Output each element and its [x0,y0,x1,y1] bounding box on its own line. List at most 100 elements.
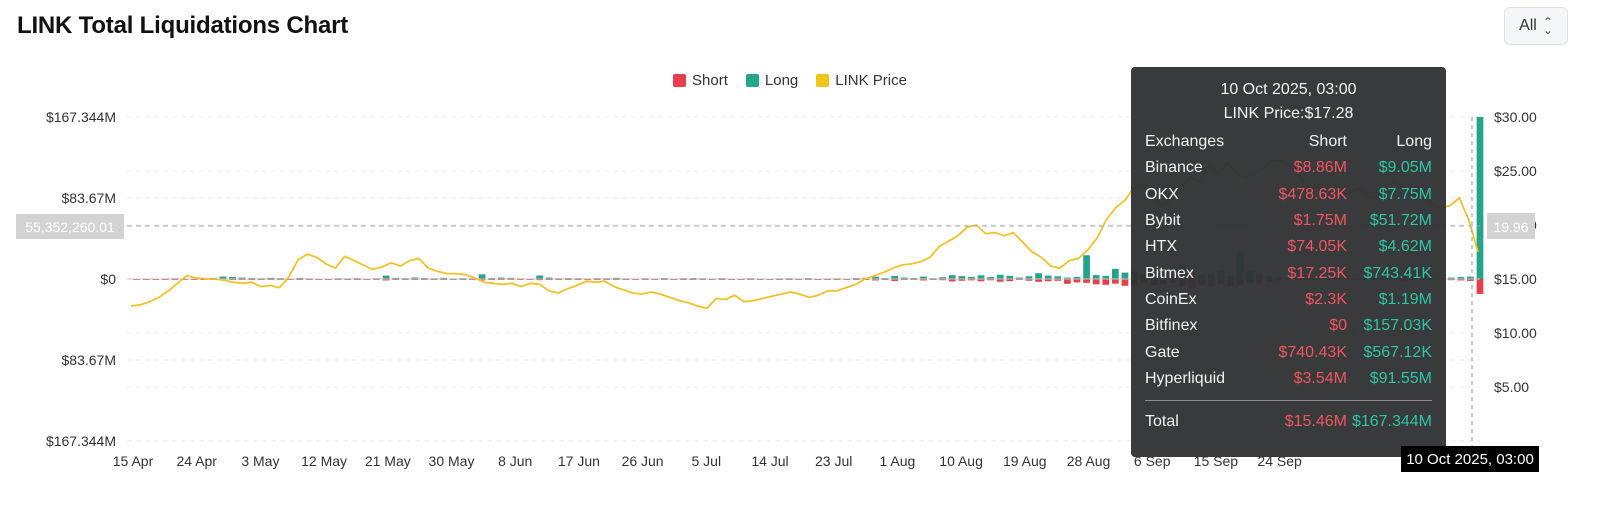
long-bar [1006,275,1014,279]
tooltip-exchange-name: Bybit [1145,212,1181,230]
tooltip-exchange-name: Binance [1145,159,1203,177]
x-axis-tick: 10 Aug [939,453,983,469]
x-axis-tick: 15 Sep [1194,453,1239,469]
short-bar [968,279,975,281]
tooltip-header-long: Long [1396,133,1432,151]
tooltip-row: Bybit $1.75M $51.72M [1145,208,1432,234]
tooltip-header-row: Exchanges Short Long [1145,129,1432,155]
legend-swatch-long [745,74,759,87]
tooltip-header-exchange: Exchanges [1145,133,1225,151]
page-title: LINK Total Liquidations Chart [17,12,349,39]
tooltip-row: Bitfinex $0 $157.03K [1145,313,1432,339]
chart-legend: Short Long LINK Price [0,72,1580,89]
long-bar [536,275,543,279]
x-axis-tick: 17 Jun [558,453,600,469]
x-axis-tick: 24 Sep [1257,453,1302,469]
x-axis-tick: 19 Aug [1003,453,1047,469]
tooltip-short-value: $478.63K [1278,185,1347,203]
tooltip-long-value: $51.72M [1369,212,1432,230]
x-axis-tick: 26 Jun [622,453,664,469]
short-bar [1025,279,1033,281]
long-bar [229,277,236,279]
tooltip-exchange-name: OKX [1145,185,1179,203]
x-axis-tick: 3 May [241,453,279,469]
y-axis-left-tick: $83.67M [62,352,116,368]
short-bar [1092,279,1100,285]
long-bar [1112,268,1119,279]
tooltip-short-value: $2.3K [1305,290,1347,308]
tooltip-short-value: $74.05K [1287,238,1347,256]
short-bar [920,279,927,281]
short-bar [872,279,879,281]
tooltip-divider [1145,399,1432,401]
tooltip-long-value: $157.03K [1363,317,1432,335]
long-bar [968,276,975,279]
x-axis-tick: 12 May [301,453,347,469]
long-bar [977,275,985,279]
long-bar [267,277,275,279]
crosshair-left-label: 55,352,260.01 [25,219,115,235]
tooltip-exchange-name: Bitfinex [1145,317,1198,335]
x-axis-tick: 28 Aug [1067,453,1111,469]
y-axis-left-tick: $0 [100,271,116,287]
short-bar [939,279,946,281]
tooltip-row: OKX $478.63K $7.75M [1145,182,1432,208]
long-bar [507,277,515,279]
short-bar [996,279,1004,282]
legend-item-price[interactable]: LINK Price [816,72,907,89]
long-bar [411,277,419,279]
short-bar [977,279,985,282]
long-bar [1092,275,1100,279]
crosshair-right-label: 19.96 [1493,219,1528,235]
long-bar [545,277,553,279]
short-bar [478,279,486,281]
long-bar [872,276,879,279]
tooltip-rows: Binance $8.86M $9.05M OKX $478.63K $7.75M Bybi… [1145,155,1432,392]
tooltip-row: Bitmex $17.25K $743.41K [1145,260,1432,286]
tooltip-long-value: $7.75M [1378,185,1432,203]
x-axis-tick: 6 Sep [1134,453,1171,469]
tooltip-short-value: $8.86M [1293,159,1347,177]
legend-item-long[interactable]: Long [745,72,799,89]
legend-label-long: Long [764,72,799,89]
long-bar [1064,277,1071,279]
legend-swatch-price [816,74,830,87]
x-axis-tick: 30 May [429,453,475,469]
tooltip-short-value: $740.43K [1278,343,1347,361]
y-axis-left-tick: $167.344M [46,433,116,449]
tooltip-header-short: Short [1308,133,1347,151]
tooltip-long-value: $4.62M [1378,238,1432,256]
tooltip-long-value: $1.19M [1378,290,1432,308]
long-bar [296,277,304,279]
legend-label-price: LINK Price [835,72,907,89]
tooltip-row: Binance $8.86M $9.05M [1145,155,1432,181]
tooltip-datetime: 10 Oct 2025, 03:00 [1220,81,1357,98]
short-bar [382,279,390,281]
tooltip-long-value: $743.41K [1363,264,1432,282]
short-bar [1064,279,1071,284]
long-bar [1073,276,1081,279]
long-bar [440,277,448,279]
tooltip-long-value: $9.05M [1378,159,1432,177]
tooltip-total-short: $15.46M [1284,413,1347,431]
long-bar [1016,277,1023,279]
legend-label-short: Short [692,72,728,89]
long-bar [900,277,908,279]
chart-tooltip: 10 Oct 2025, 03:00 LINK Price:$17.28 Exc… [1131,67,1446,457]
short-bar [1467,279,1474,281]
tooltip-row: Gate $740.43K $567.12K [1145,339,1432,365]
short-bar [536,279,543,281]
x-axis-tick: 21 May [365,453,411,469]
tooltip-long-value: $567.12K [1363,343,1432,361]
short-bar [1073,279,1081,283]
tooltip-short-value: $3.54M [1293,369,1347,387]
tooltip-exchange-name: Gate [1145,343,1180,361]
short-bar [1035,279,1042,282]
short-bar [1083,279,1090,283]
short-bar [1457,279,1465,281]
short-bar [1476,279,1484,294]
time-range-select[interactable]: All ⌃ ⌄ [1504,7,1568,45]
long-bar [958,276,966,279]
legend-item-short[interactable]: Short [673,72,728,89]
